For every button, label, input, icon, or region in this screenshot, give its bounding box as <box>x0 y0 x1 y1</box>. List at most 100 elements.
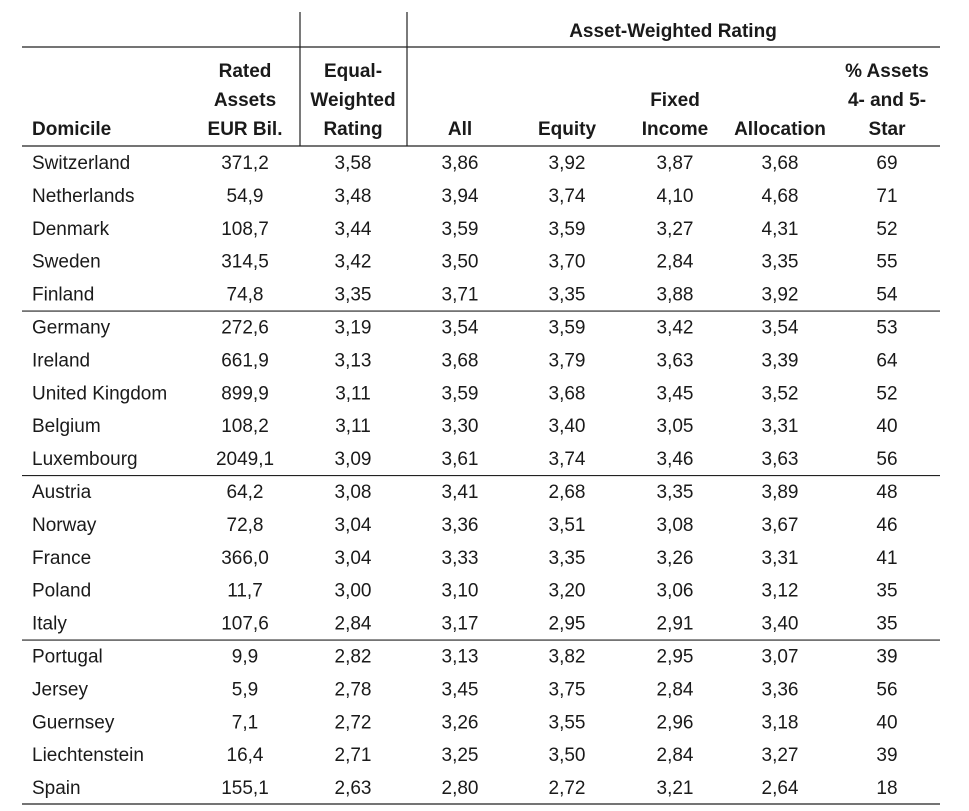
cell: 3,68 <box>549 383 586 404</box>
cell: 107,6 <box>221 614 269 635</box>
cell: 2049,1 <box>216 449 274 470</box>
cell: 314,5 <box>221 252 269 273</box>
cell: 366,0 <box>221 548 269 569</box>
cell: 3,08 <box>335 482 372 503</box>
column-header: All <box>448 119 472 140</box>
cell: 54 <box>876 285 898 306</box>
cell: 3,74 <box>549 186 586 207</box>
cell: 3,31 <box>762 416 799 437</box>
row-label: United Kingdom <box>32 383 167 404</box>
cell: 35 <box>876 581 897 602</box>
cell: 3,26 <box>657 548 694 569</box>
cell: 3,06 <box>657 581 694 602</box>
cell: 2,72 <box>549 778 586 799</box>
cell: 3,42 <box>335 252 372 273</box>
cell: 3,12 <box>762 581 799 602</box>
cell: 272,6 <box>221 318 269 339</box>
cell: 3,13 <box>335 350 372 371</box>
column-header: % Assets <box>845 61 929 82</box>
cell: 3,04 <box>335 515 372 536</box>
column-header: Rating <box>323 119 382 140</box>
cell: 371,2 <box>221 153 269 174</box>
cell: 3,45 <box>657 383 694 404</box>
cell: 108,7 <box>221 219 269 240</box>
cell: 2,95 <box>549 614 586 635</box>
row-label: Jersey <box>32 679 88 700</box>
cell: 3,71 <box>442 285 479 306</box>
cell: 3,21 <box>657 778 694 799</box>
column-header: 4- and 5- <box>848 90 926 111</box>
cell: 3,63 <box>657 350 694 371</box>
group-title: Asset-Weighted Rating <box>569 21 777 42</box>
row-label: Germany <box>32 318 111 339</box>
row-label: France <box>32 548 91 569</box>
cell: 7,1 <box>232 712 258 733</box>
cell: 3,35 <box>335 285 372 306</box>
cell: 4,68 <box>762 186 799 207</box>
row-label: Spain <box>32 778 81 799</box>
cell: 2,84 <box>335 614 372 635</box>
cell: 3,11 <box>335 416 371 437</box>
cell: 3,92 <box>549 153 586 174</box>
cell: 3,82 <box>549 647 586 668</box>
cell: 46 <box>876 515 897 536</box>
cell: 56 <box>876 449 897 470</box>
cell: 108,2 <box>221 416 269 437</box>
cell: 3,86 <box>442 153 479 174</box>
cell: 2,63 <box>335 778 372 799</box>
cell: 2,64 <box>762 778 799 799</box>
row-label: Guernsey <box>32 712 115 733</box>
cell: 5,9 <box>232 679 258 700</box>
cell: 3,88 <box>657 285 694 306</box>
cell: 3,54 <box>762 318 799 339</box>
cell: 3,59 <box>442 383 479 404</box>
cell: 3,26 <box>442 712 479 733</box>
cell: 55 <box>876 252 897 273</box>
cell: 3,92 <box>762 285 799 306</box>
cell: 11,7 <box>227 581 263 602</box>
cell: 3,40 <box>762 614 799 635</box>
cell: 3,59 <box>549 219 586 240</box>
cell: 39 <box>876 745 897 766</box>
cell: 2,68 <box>549 482 586 503</box>
cell: 72,8 <box>227 515 264 536</box>
row-label: Austria <box>32 482 92 503</box>
cell: 3,68 <box>442 350 479 371</box>
cell: 899,9 <box>221 383 269 404</box>
column-header: Equal- <box>324 61 382 82</box>
cell: 3,27 <box>762 745 799 766</box>
cell: 3,94 <box>442 186 479 207</box>
column-header: Income <box>642 119 709 140</box>
cell: 3,36 <box>762 679 799 700</box>
cell: 3,45 <box>442 679 479 700</box>
cell: 3,05 <box>657 416 694 437</box>
cell: 2,84 <box>657 745 694 766</box>
cell: 64 <box>876 350 898 371</box>
cell: 2,82 <box>335 647 372 668</box>
cell: 4,10 <box>657 186 694 207</box>
cell: 48 <box>876 482 897 503</box>
cell: 3,44 <box>335 219 372 240</box>
cell: 3,09 <box>335 449 372 470</box>
cell: 2,91 <box>657 614 694 635</box>
cell: 3,42 <box>657 318 694 339</box>
cell: 3,35 <box>549 285 586 306</box>
cell: 2,95 <box>657 647 694 668</box>
cell: 3,41 <box>442 482 479 503</box>
column-header: Allocation <box>734 119 826 140</box>
row-label: Portugal <box>32 647 103 668</box>
cell: 2,96 <box>657 712 694 733</box>
cell: 3,75 <box>549 679 586 700</box>
row-label: Belgium <box>32 416 101 437</box>
cell: 3,04 <box>335 548 372 569</box>
cell: 3,59 <box>442 219 479 240</box>
row-label: Norway <box>32 515 97 536</box>
cell: 3,89 <box>762 482 799 503</box>
cell: 3,40 <box>549 416 586 437</box>
cell: 3,74 <box>549 449 586 470</box>
cell: 71 <box>876 186 897 207</box>
cell: 52 <box>876 219 897 240</box>
cell: 39 <box>876 647 897 668</box>
cell: 53 <box>876 318 897 339</box>
